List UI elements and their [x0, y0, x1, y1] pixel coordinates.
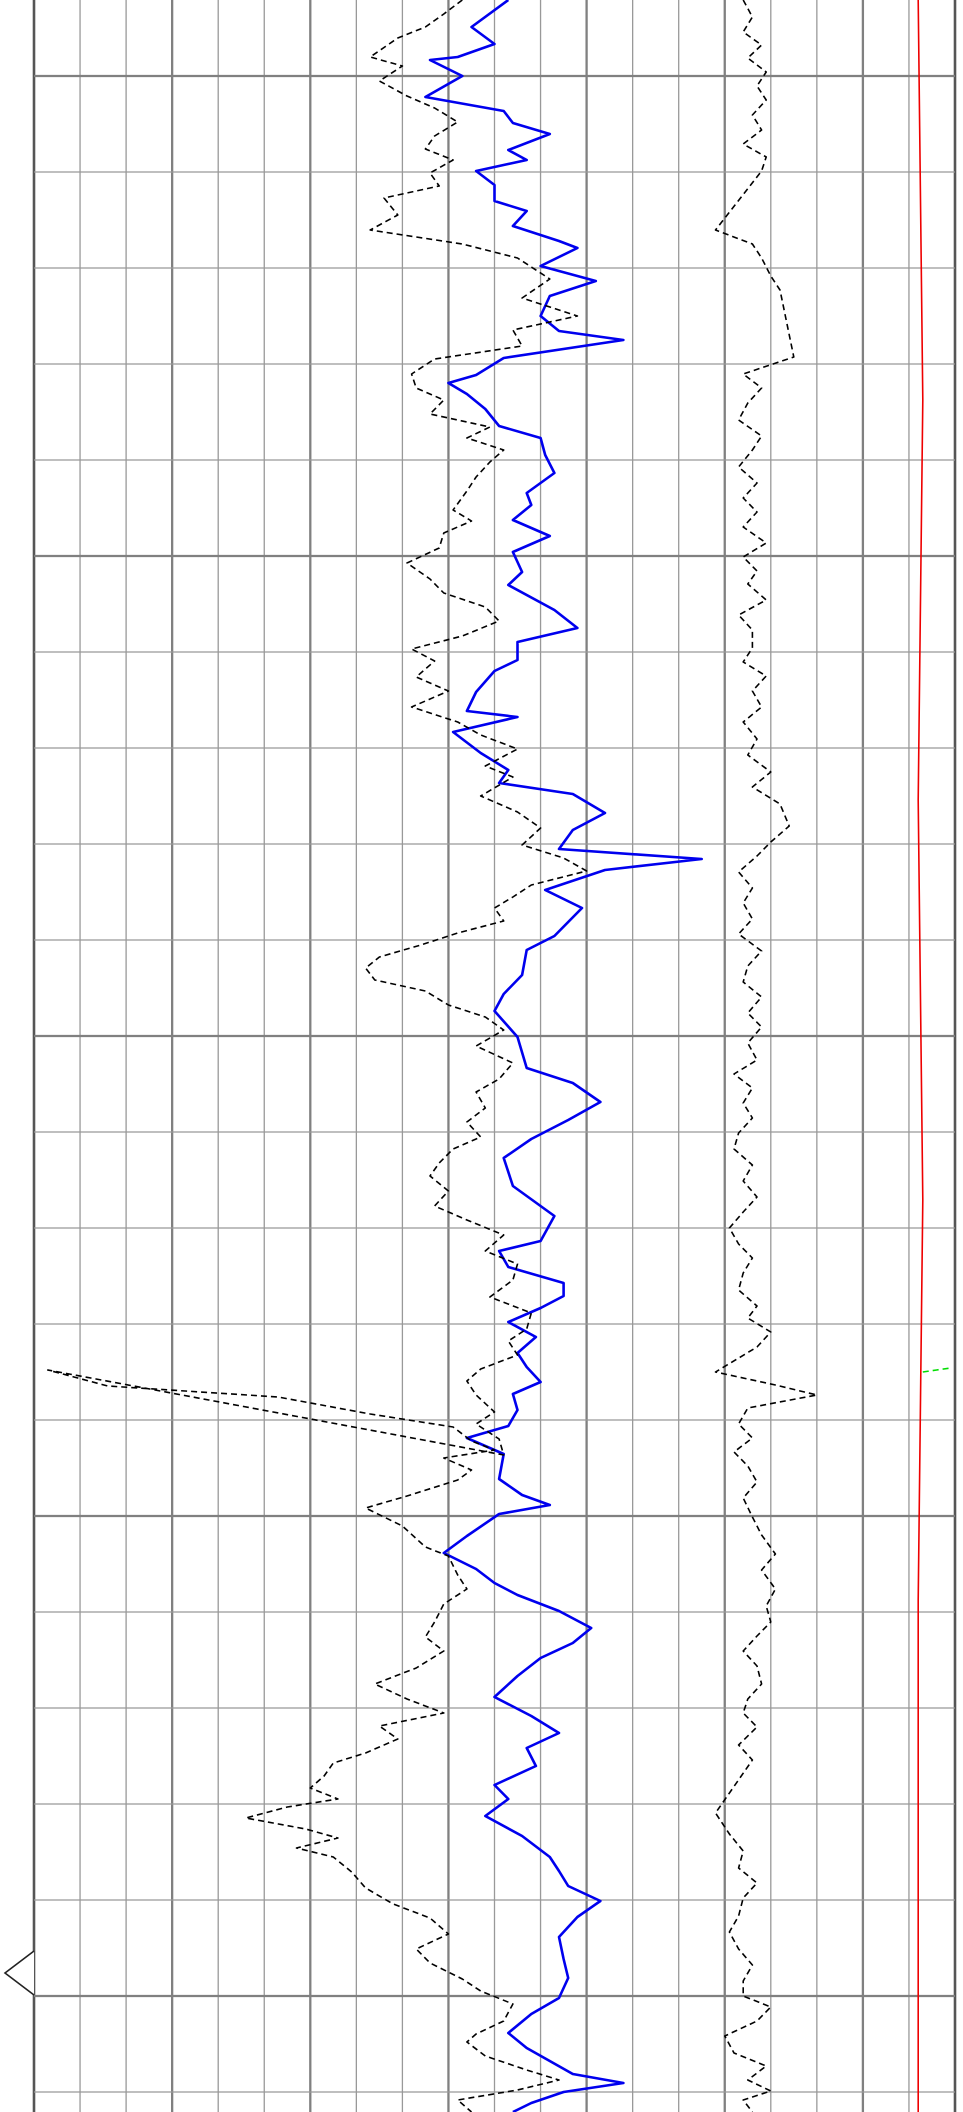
series-line-4	[917, 0, 924, 2112]
grid	[32, 0, 957, 2112]
curves	[47, 0, 951, 2112]
series-line-3	[714, 0, 818, 2112]
markers	[3, 1950, 35, 1996]
depth-marker-triangle	[3, 1950, 35, 1996]
series-line-5	[922, 1367, 951, 1373]
series-line-2	[47, 0, 588, 2112]
series-line-1	[424, 0, 703, 2112]
